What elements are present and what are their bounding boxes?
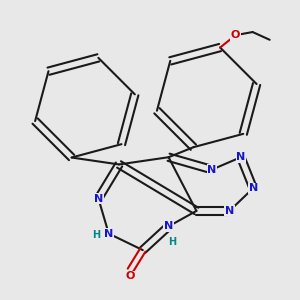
Text: O: O bbox=[231, 30, 240, 40]
Text: N: N bbox=[207, 165, 217, 175]
Text: N: N bbox=[225, 206, 234, 216]
Text: N: N bbox=[94, 194, 103, 203]
Text: N: N bbox=[104, 229, 113, 238]
Text: O: O bbox=[126, 272, 135, 281]
Text: N: N bbox=[236, 152, 245, 162]
Text: N: N bbox=[249, 183, 258, 193]
Text: H: H bbox=[92, 230, 100, 240]
Text: N: N bbox=[164, 221, 173, 231]
Text: H: H bbox=[168, 238, 176, 248]
